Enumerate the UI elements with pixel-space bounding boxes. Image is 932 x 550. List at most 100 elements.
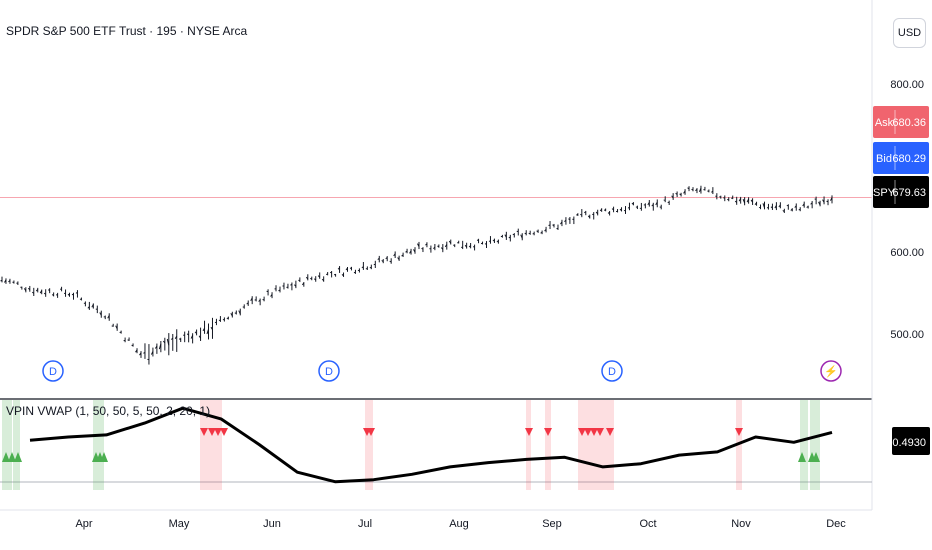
- price-bar-tick: [393, 253, 396, 257]
- price-bar-tick: [381, 260, 384, 263]
- indicator-pane[interactable]: [0, 400, 872, 490]
- price-bar-tick: [806, 206, 809, 208]
- sell-signal-marker: [544, 428, 552, 436]
- price-bar-tick: [170, 337, 174, 340]
- price-bar-tick: [321, 278, 325, 282]
- price-bar-tick: [611, 208, 614, 211]
- price-bar-tick: [568, 218, 571, 220]
- price-bar-tick: [504, 234, 507, 238]
- time-tick-label: Jun: [263, 518, 281, 530]
- quote-badge-value: 679.63: [892, 187, 926, 199]
- price-bar-tick: [560, 221, 563, 225]
- indicator-value-label: 0.4930: [892, 437, 926, 449]
- price-bars: [0, 185, 833, 365]
- earnings-marker-label: ⚡: [824, 365, 838, 378]
- quote-badge: [873, 176, 929, 208]
- price-bar-tick: [762, 203, 765, 208]
- price-bar-tick: [647, 202, 650, 206]
- buy-signal-marker: [798, 452, 806, 462]
- dividend-marker[interactable]: [601, 360, 623, 382]
- price-bar-tick: [659, 206, 662, 208]
- price-bar-tick: [734, 200, 738, 203]
- price-bar-tick: [496, 240, 499, 243]
- quote-badge-label: Bid: [876, 153, 892, 165]
- price-bar-tick: [385, 257, 388, 260]
- price-bar-tick: [782, 210, 785, 213]
- quote-badge-value: 680.36: [892, 117, 926, 129]
- price-tick-label: 800.00: [890, 79, 924, 91]
- price-bar-tick: [655, 201, 658, 206]
- time-tick-label: Dec: [826, 518, 846, 530]
- time-tick-label: Nov: [731, 518, 751, 530]
- price-bar-tick: [711, 190, 714, 193]
- indicator-value-badge: [892, 427, 930, 455]
- price-bar-tick: [508, 236, 511, 239]
- price-bar-tick: [258, 299, 261, 302]
- price-bar-tick: [437, 245, 440, 248]
- quote-badge-label: SPY: [873, 187, 896, 199]
- price-bar-tick: [234, 312, 237, 315]
- dividend-marker[interactable]: [318, 360, 340, 382]
- buy-signal-marker: [8, 452, 16, 462]
- symbol-title[interactable]: SPDR S&P 500 ETF Trust · 195 · NYSE Arca: [6, 24, 248, 38]
- price-bar-tick: [107, 315, 110, 319]
- price-bar-tick: [230, 313, 233, 317]
- bear-zone: [365, 400, 373, 490]
- price-bar-tick: [552, 224, 555, 227]
- time-tick-label: Sep: [542, 518, 562, 530]
- price-bar-tick: [631, 202, 634, 205]
- price-bar-tick: [270, 294, 273, 297]
- price-bar-tick: [698, 187, 702, 193]
- bear-zone: [200, 400, 222, 490]
- buy-signal-marker: [812, 452, 820, 462]
- price-bar-tick: [794, 205, 797, 208]
- price-bar-tick: [246, 302, 249, 305]
- price-bar-tick: [377, 257, 380, 261]
- price-bar-tick: [154, 345, 158, 349]
- indicator-title[interactable]: VPIN VWAP (1, 50, 50, 5, 50, 2, 20, 1): [6, 404, 211, 418]
- buy-signal-marker: [14, 452, 22, 462]
- time-axis[interactable]: Apr May Jun Jul Aug Sep Oct Nov Dec: [0, 509, 872, 530]
- price-bar-tick: [397, 257, 400, 260]
- price-bar-tick: [687, 187, 690, 190]
- price-bar-tick: [290, 283, 293, 286]
- quote-badge-value: 680.29: [892, 153, 926, 165]
- price-bar-tick: [361, 266, 364, 269]
- price-bar-tick: [433, 246, 436, 249]
- time-tick-label: Oct: [639, 518, 656, 530]
- price-bar-tick: [31, 291, 35, 294]
- price-bar-tick: [389, 260, 392, 263]
- price-bar-tick: [584, 211, 586, 214]
- price-tick-label: 600.00: [890, 247, 924, 259]
- price-bar-tick: [683, 190, 686, 194]
- time-tick-label: May: [169, 518, 190, 530]
- price-bar-tick: [190, 335, 194, 339]
- price-axis[interactable]: 800.00 600.00 500.00 Ask 680.36 Bid 680.29 SPY6…: [873, 79, 930, 455]
- price-bar-tick: [317, 275, 321, 278]
- sell-signal-marker: [220, 428, 228, 436]
- price-bar-tick: [4, 279, 7, 283]
- price-bar-tick: [67, 293, 70, 296]
- dividend-marker[interactable]: [42, 360, 64, 382]
- price-bar-tick: [135, 349, 138, 353]
- price-pane[interactable]: D D D ⚡: [0, 185, 872, 382]
- price-bar-tick: [770, 206, 773, 209]
- earnings-marker[interactable]: [820, 360, 842, 382]
- price-bar-tick: [43, 292, 46, 295]
- price-bar-tick: [413, 249, 416, 253]
- price-bar-tick: [301, 282, 305, 286]
- price-bar-tick: [810, 202, 813, 205]
- price-bar-tick: [91, 304, 94, 308]
- currency-button[interactable]: USD: [893, 18, 926, 48]
- price-bar-tick: [595, 211, 599, 215]
- price-bar-tick: [186, 333, 189, 336]
- price-bar-tick: [405, 250, 408, 253]
- quote-badge-label: Ask: [875, 117, 894, 129]
- price-bar-tick: [95, 308, 98, 310]
- price-bar-tick: [162, 340, 166, 344]
- time-tick-label: Apr: [75, 518, 92, 530]
- price-bar-tick: [12, 281, 15, 284]
- price-bar-tick: [476, 239, 479, 242]
- time-tick-label: Jul: [358, 518, 372, 530]
